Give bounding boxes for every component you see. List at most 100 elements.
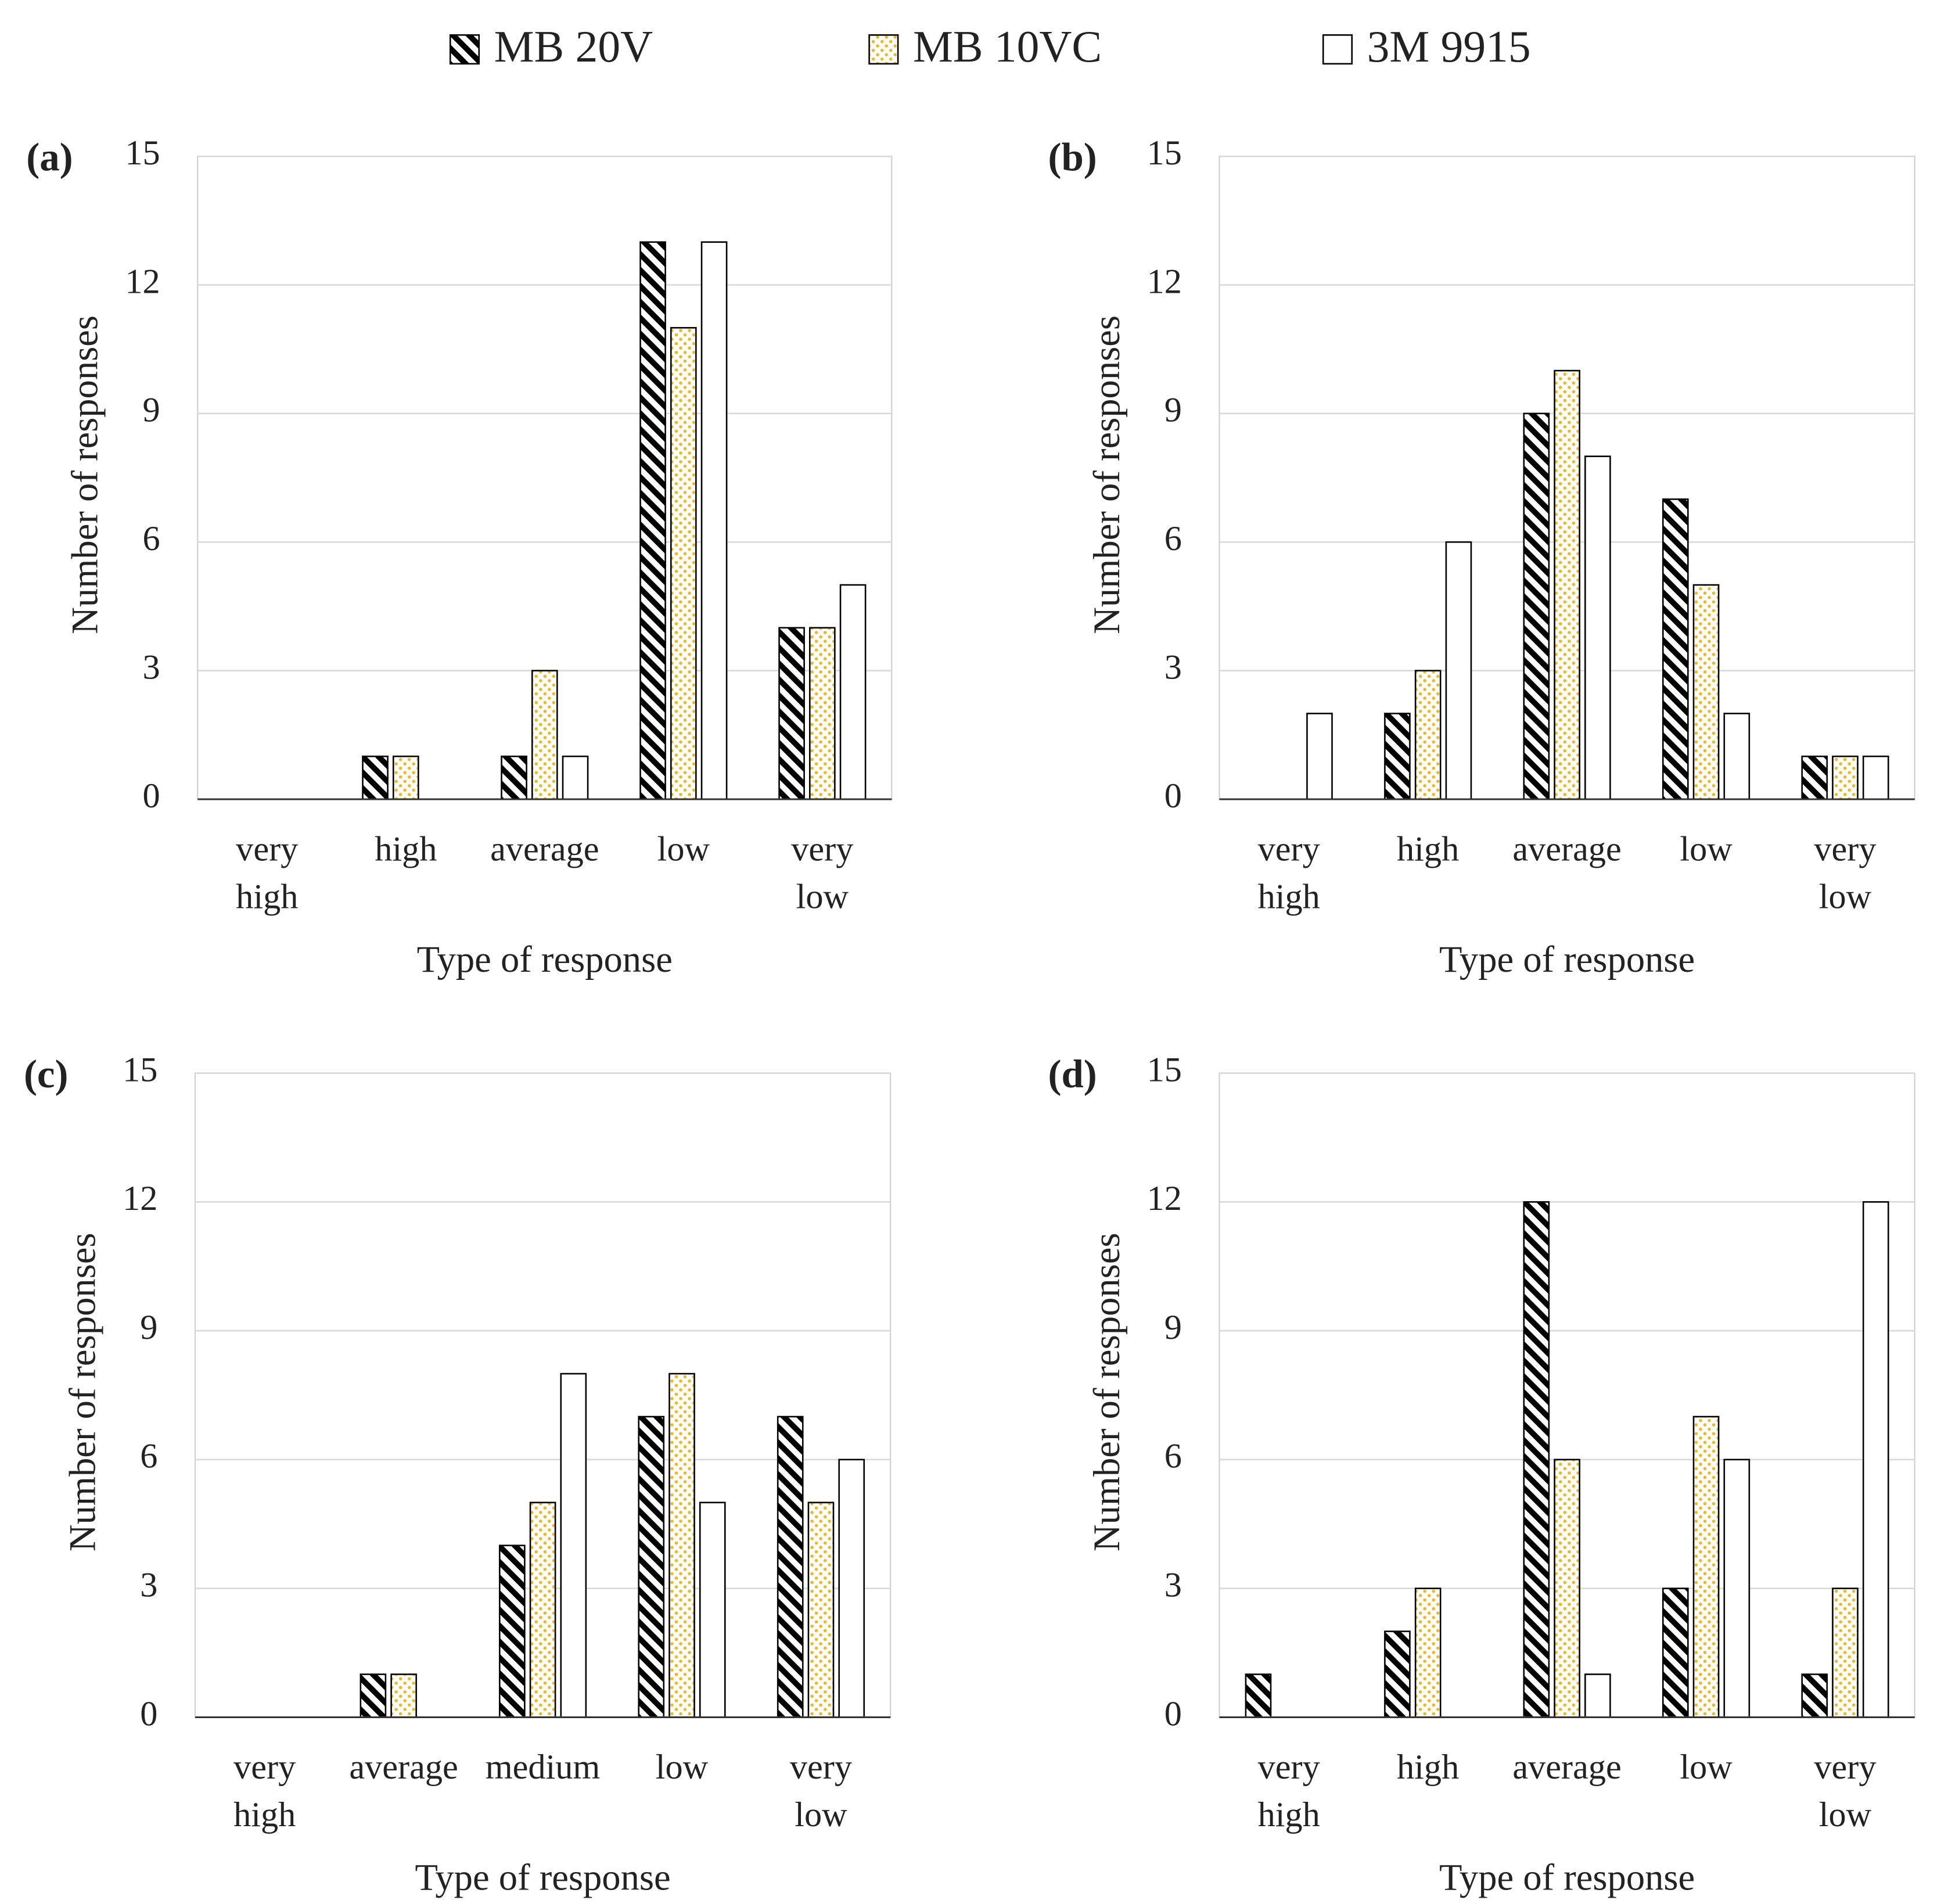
bar <box>562 755 589 800</box>
bar <box>1662 1587 1689 1718</box>
y-tick-label: 0 <box>1164 1694 1182 1733</box>
x-tick-label: very low <box>789 1748 853 1835</box>
y-axis-title: Number of responses <box>1085 315 1127 634</box>
bar <box>807 1501 835 1718</box>
bar <box>1523 412 1550 800</box>
x-tick-label-text: average <box>1512 1748 1622 1788</box>
bar <box>1584 455 1611 800</box>
y-tick-label: 3 <box>140 1566 157 1605</box>
x-tick-label: very high <box>236 830 299 917</box>
x-tick-label: very high <box>1257 830 1320 917</box>
bar <box>1384 713 1411 800</box>
y-tick-label: 12 <box>1147 262 1182 301</box>
x-tick-label-text: low <box>657 830 710 870</box>
x-tick-label: average <box>1512 830 1622 870</box>
x-tick-label: very low <box>1814 830 1877 917</box>
bar <box>1414 670 1442 800</box>
bar <box>1554 369 1580 800</box>
bar <box>700 241 728 800</box>
y-tick-label: 12 <box>1147 1179 1182 1218</box>
x-tick-label-text: average <box>1512 830 1622 870</box>
y-tick-label: 12 <box>123 1179 157 1218</box>
bar <box>1801 1673 1828 1718</box>
x-tick-label-text: very low <box>1814 1748 1877 1835</box>
y-tick-label: 12 <box>125 262 160 301</box>
x-tick-label-text: high <box>1397 1748 1460 1788</box>
y-tick-label: 0 <box>1164 777 1182 816</box>
x-tick-label-text: very low <box>789 1748 853 1835</box>
x-axis-title: Type of response <box>1439 1856 1695 1898</box>
legend-label: 3M 9915 <box>1367 21 1531 71</box>
bar <box>1445 541 1472 800</box>
x-tick-label-text: very high <box>236 830 299 917</box>
x-tick-label: very low <box>791 830 854 917</box>
legend-swatch <box>449 34 480 65</box>
x-tick-label: average <box>349 1748 458 1788</box>
x-tick-label: low <box>1680 831 1732 870</box>
bar <box>1523 1201 1550 1718</box>
bar <box>1384 1630 1411 1718</box>
bar <box>1245 1673 1272 1718</box>
bar <box>501 755 527 800</box>
bar <box>838 1458 865 1718</box>
x-tick-label-text: very low <box>791 830 854 917</box>
y-tick-label: 6 <box>1164 519 1182 558</box>
x-tick-label-text: very high <box>1257 1748 1320 1835</box>
bar <box>360 1673 387 1718</box>
x-tick-label-text: average <box>349 1748 458 1788</box>
x-tick-label: low <box>1680 1748 1732 1788</box>
bar <box>778 627 805 800</box>
x-tick-label: low <box>657 830 710 870</box>
y-tick-label: 9 <box>1164 391 1182 430</box>
x-tick-label: average <box>1512 1748 1622 1788</box>
x-tick-label-text: low <box>655 1748 709 1788</box>
bar <box>839 584 867 800</box>
panel-label: (d) <box>1048 1052 1097 1096</box>
panel-label: (c) <box>24 1052 68 1096</box>
bar <box>1554 1458 1580 1718</box>
bar <box>1662 498 1689 800</box>
y-tick-label: 15 <box>1147 134 1182 173</box>
bar <box>1723 713 1751 800</box>
y-axis-title: Number of responses <box>64 315 106 634</box>
bar <box>390 1673 417 1718</box>
y-tick-label: 6 <box>1164 1437 1182 1476</box>
y-tick-label: 0 <box>143 777 160 816</box>
legend-label: MB 10VC <box>913 21 1102 71</box>
y-tick-label: 15 <box>1147 1050 1182 1089</box>
y-tick-label: 9 <box>1164 1308 1182 1347</box>
x-axis-title: Type of response <box>415 1856 670 1898</box>
legend-label: MB 20V <box>494 21 653 71</box>
bar <box>777 1416 804 1718</box>
bar <box>1306 713 1333 800</box>
x-tick-label: high <box>1397 1748 1460 1788</box>
bar <box>668 1373 695 1718</box>
bar <box>1832 755 1859 800</box>
bar <box>1801 755 1828 800</box>
x-tick-label-text: average <box>490 830 599 870</box>
bar <box>639 241 666 800</box>
bar <box>529 1501 556 1718</box>
bar <box>1414 1587 1442 1718</box>
y-tick-label: 0 <box>140 1694 157 1733</box>
x-tick-label-text: medium <box>485 1748 601 1788</box>
y-tick-label: 15 <box>123 1050 157 1089</box>
legend-swatch <box>868 34 899 65</box>
bar <box>670 327 697 800</box>
panel-label: (a) <box>26 135 73 179</box>
x-tick-label-text: very high <box>1257 830 1320 917</box>
bar <box>1584 1673 1611 1718</box>
bar <box>1692 1416 1720 1718</box>
legend-swatch <box>1322 34 1353 65</box>
x-tick-label-text: very high <box>233 1748 296 1835</box>
x-tick-label-text: low <box>1680 1748 1732 1788</box>
x-tick-label: medium <box>485 1748 601 1788</box>
bar <box>1862 1201 1889 1718</box>
x-tick-label: very low <box>1814 1748 1877 1835</box>
bar <box>809 627 836 800</box>
y-axis-title: Number of responses <box>61 1233 103 1551</box>
x-tick-label-text: high <box>375 830 437 870</box>
x-tick-label-text: very low <box>1814 830 1877 917</box>
bar <box>1723 1458 1751 1718</box>
